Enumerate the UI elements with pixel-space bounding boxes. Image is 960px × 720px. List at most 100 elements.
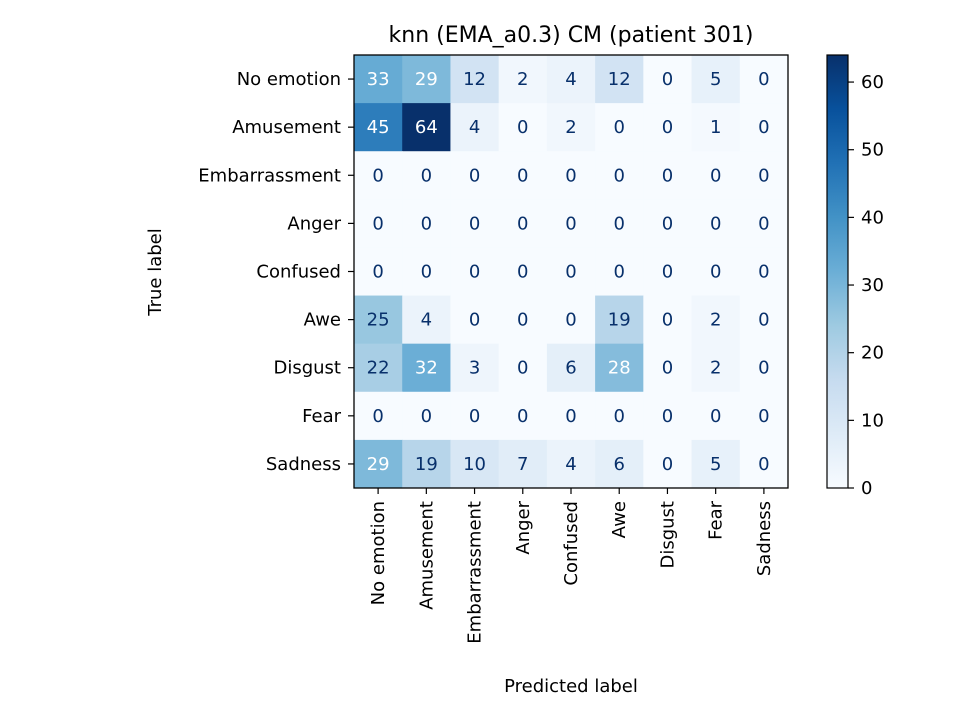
cell-value-label: 0: [758, 454, 769, 475]
cell-value-label: 0: [613, 262, 624, 283]
cell-value-label: 4: [421, 310, 432, 331]
cell-value-label: 4: [565, 454, 576, 475]
cell-value-label: 28: [608, 358, 631, 379]
heatmap-cell: [354, 151, 403, 200]
cell-value-label: 0: [421, 262, 432, 283]
heatmap-cell: [402, 199, 451, 248]
heatmap-cell: [546, 247, 596, 297]
cell-value-label: 0: [758, 117, 769, 138]
colorbar-tick-label: 40: [861, 207, 884, 228]
y-tick-label: No emotion: [237, 69, 341, 90]
cell-value-label: 0: [662, 454, 673, 475]
x-tick-label: Disgust: [657, 501, 678, 569]
y-tick-label: Amusement: [232, 117, 341, 138]
colorbar-tick-label: 60: [861, 72, 884, 93]
cell-value-label: 0: [565, 213, 576, 234]
heatmap-cell: [691, 343, 741, 393]
heatmap-cell: [739, 439, 789, 489]
y-axis-ticks: No emotion Amusement Embarrassment Anger Con…: [198, 69, 354, 475]
cell-value-label: 5: [710, 454, 721, 475]
cell-value-label: 0: [372, 213, 383, 234]
cell-value-label: 2: [517, 69, 528, 90]
heatmap-cell: [739, 295, 789, 345]
cell-value-label: 0: [662, 213, 673, 234]
heatmap-cell: [643, 295, 693, 345]
heatmap-cell: [546, 343, 596, 393]
cell-value-label: 0: [710, 213, 721, 234]
heatmap-cell: [402, 103, 451, 152]
heatmap-cell: [595, 295, 644, 345]
x-tick-label: No emotion: [368, 501, 389, 605]
cell-value-label: 6: [613, 454, 624, 475]
cell-value-label: 0: [565, 310, 576, 331]
heatmap-cell: [354, 343, 403, 393]
heatmap-cell: [498, 55, 548, 104]
cell-value-label: 0: [372, 165, 383, 186]
cell-value-label: 0: [565, 262, 576, 283]
y-axis-label: True label: [145, 228, 166, 317]
cell-value-label: 0: [517, 310, 528, 331]
heatmap-cell: [739, 151, 789, 200]
x-axis-label: Predicted label: [504, 676, 638, 697]
heatmap-cell: [450, 343, 500, 393]
cell-value-label: 0: [758, 310, 769, 331]
cell-value-label: 19: [415, 454, 438, 475]
heatmap-cell: [354, 55, 403, 104]
cell-value-label: 12: [463, 69, 486, 90]
cell-value-label: 0: [758, 358, 769, 379]
cell-value-label: 0: [517, 165, 528, 186]
cell-value-label: 0: [710, 165, 721, 186]
heatmap-cell: [643, 103, 693, 152]
heatmap-cell: [595, 103, 644, 152]
cell-value-label: 0: [421, 213, 432, 234]
y-tick-label: Confused: [256, 262, 341, 283]
heatmap-cell: [546, 55, 596, 104]
cell-value-label: 0: [469, 406, 480, 427]
colorbar-tick-label: 50: [861, 140, 884, 161]
heatmap-cell: [595, 55, 644, 104]
heatmap-cell: [354, 199, 403, 248]
heatmap-cell: [595, 151, 644, 200]
heatmap-cell: [402, 55, 451, 104]
cell-value-label: 19: [608, 310, 631, 331]
heatmap-cell: [643, 391, 693, 441]
cell-value-label: 0: [662, 69, 673, 90]
heatmap-cell: [450, 103, 500, 152]
cell-value-label: 0: [758, 406, 769, 427]
heatmap-cell: [643, 343, 693, 393]
heatmap-cell: [354, 103, 403, 152]
chart-title: knn (EMA_a0.3) CM (patient 301): [389, 23, 754, 48]
y-tick-label: Disgust: [273, 358, 341, 379]
cell-value-label: 0: [662, 358, 673, 379]
heatmap-cell: [546, 439, 596, 489]
cell-value-label: 0: [662, 165, 673, 186]
heatmap-cell: [498, 151, 548, 200]
heatmap-cell: [595, 247, 644, 297]
heatmap-cell: [739, 199, 789, 248]
cell-value-label: 29: [367, 454, 390, 475]
heatmap-cell: [498, 295, 548, 345]
cell-value-label: 0: [421, 406, 432, 427]
heatmap-cell: [595, 343, 644, 393]
heatmap-cell: [739, 247, 789, 297]
cell-value-label: 22: [367, 358, 390, 379]
x-tick-label: Amusement: [416, 501, 437, 610]
heatmap-cell: [595, 439, 644, 489]
y-tick-label: Fear: [302, 406, 341, 427]
cell-value-label: 2: [710, 358, 721, 379]
cell-value-label: 10: [463, 454, 486, 475]
cell-value-label: 0: [758, 213, 769, 234]
heatmap-cell: [402, 295, 451, 345]
heatmap-cell: [691, 151, 741, 200]
heatmap-cell: [643, 55, 693, 104]
colorbar-tick-label: 30: [861, 275, 884, 296]
cell-value-label: 45: [367, 117, 390, 138]
heatmap-cell: [402, 343, 451, 393]
heatmap-cell: [739, 343, 789, 393]
heatmap-cell: [546, 391, 596, 441]
heatmap-cell: [643, 247, 693, 297]
heatmap-cell: [595, 199, 644, 248]
cell-value-label: 1: [710, 117, 721, 138]
cell-value-label: 0: [372, 262, 383, 283]
